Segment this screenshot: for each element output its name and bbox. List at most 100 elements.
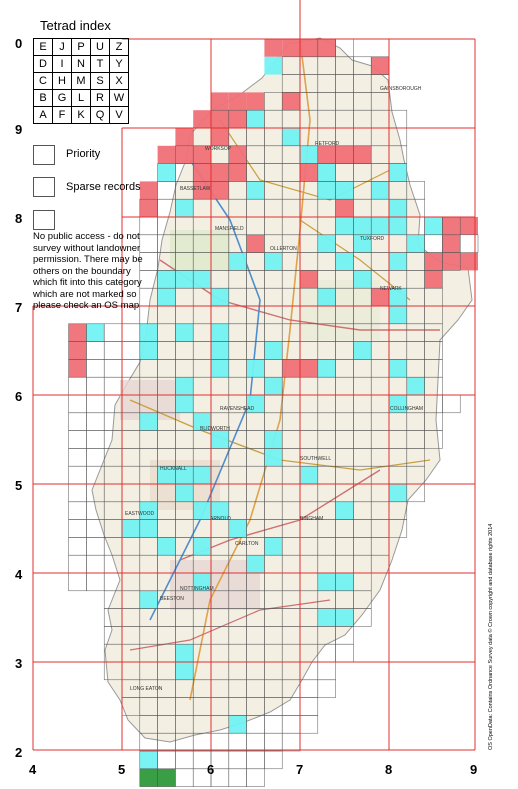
sparse-tetrad bbox=[353, 234, 372, 253]
place-label: RAVENSHEAD bbox=[220, 406, 254, 412]
tetrad-cell bbox=[68, 412, 87, 431]
sparse-tetrad bbox=[175, 377, 194, 395]
sparse-tetrad bbox=[86, 323, 105, 342]
tetrad-cell bbox=[121, 341, 141, 360]
tetrad-cell bbox=[68, 537, 87, 556]
y-axis-label: 8 bbox=[15, 211, 23, 226]
sparse-tetrad bbox=[353, 341, 372, 360]
sparse-tetrad bbox=[282, 128, 300, 146]
priority-tetrad bbox=[228, 92, 247, 111]
priority-tetrad bbox=[211, 110, 229, 128]
sparse-tetrad bbox=[193, 501, 211, 520]
terrain-patch bbox=[170, 560, 260, 610]
sparse-tetrad bbox=[175, 323, 194, 342]
priority-tetrad bbox=[317, 39, 336, 57]
sparse-tetrad bbox=[211, 430, 229, 449]
tetrad-cell bbox=[246, 732, 265, 752]
tetrad-cell bbox=[299, 715, 319, 734]
sparse-tetrad bbox=[193, 537, 211, 556]
tetrad-highlights bbox=[68, 39, 478, 787]
sparse-tetrad bbox=[139, 341, 158, 360]
sparse-tetrad bbox=[389, 395, 407, 413]
tetrad-cell: F bbox=[52, 106, 72, 124]
sparse-tetrad bbox=[139, 501, 158, 520]
sparse-tetrad bbox=[353, 217, 372, 235]
sparse-tetrad bbox=[157, 537, 176, 556]
sparse-tetrad bbox=[353, 270, 372, 289]
legend-title: Tetrad index bbox=[40, 18, 111, 33]
no-access-tetrad bbox=[157, 768, 176, 787]
place-label: NOTTINGHAM bbox=[180, 586, 214, 592]
tetrad-cell bbox=[86, 412, 105, 431]
sparse-tetrad bbox=[139, 751, 158, 769]
sparse-tetrad bbox=[211, 288, 229, 306]
tetrad-cell bbox=[442, 252, 461, 271]
priority-tetrad bbox=[139, 181, 158, 200]
tetrad-cell bbox=[86, 359, 105, 378]
sparse-tetrad bbox=[317, 288, 336, 306]
x-axis-label: 8 bbox=[385, 762, 393, 777]
sparse-tetrad bbox=[175, 662, 194, 680]
priority-tetrad bbox=[193, 110, 211, 128]
sparse-tetrad bbox=[193, 573, 211, 591]
tetrad-cell bbox=[246, 750, 265, 770]
sparse-tetrad bbox=[246, 110, 265, 128]
sparse-tetrad bbox=[335, 608, 354, 627]
tetrad-cell bbox=[281, 715, 301, 734]
priority-swatch bbox=[33, 145, 55, 165]
sparse-tetrad bbox=[406, 377, 425, 395]
tetrad-cell bbox=[68, 501, 87, 520]
place-labels: SOUTHWELL RETFORD NEWARK MANSFIELD NOTTINGHA… bbox=[125, 86, 423, 692]
sparse-tetrad bbox=[264, 341, 283, 360]
priority-tetrad bbox=[228, 110, 247, 128]
tetrad-cell bbox=[442, 394, 461, 414]
priority-tetrad bbox=[353, 145, 372, 164]
sparse-tetrad bbox=[406, 234, 425, 253]
no-access-swatch bbox=[33, 210, 55, 230]
priority-tetrad bbox=[228, 145, 247, 164]
tetrad-cell bbox=[86, 448, 105, 467]
tetrad-cell bbox=[103, 341, 123, 360]
tetrad-cell: T bbox=[90, 55, 110, 73]
tetrad-cell bbox=[86, 572, 105, 592]
sparse-tetrad bbox=[175, 199, 194, 217]
sparse-tetrad bbox=[175, 270, 194, 289]
place-label: COLLINGHAM bbox=[390, 406, 423, 412]
place-label: WORKSOP bbox=[205, 146, 232, 152]
tetrad-cell bbox=[121, 323, 141, 342]
tetrad-cell bbox=[86, 430, 105, 449]
sparse-label: Sparse records bbox=[66, 181, 141, 193]
x-axis-label: 9 bbox=[470, 762, 478, 777]
priority-tetrad bbox=[335, 199, 354, 217]
sparse-tetrad bbox=[371, 181, 389, 200]
tetrad-cell bbox=[103, 323, 123, 342]
tetrad-cell: C bbox=[33, 72, 53, 90]
sparse-tetrad bbox=[389, 252, 407, 271]
priority-tetrad bbox=[300, 359, 318, 378]
sparse-tetrad bbox=[228, 252, 247, 271]
priority-tetrad bbox=[282, 92, 300, 111]
tetrad-cell: B bbox=[33, 89, 53, 107]
sparse-tetrad bbox=[389, 217, 407, 235]
y-axis-label: 4 bbox=[15, 567, 23, 582]
sparse-tetrad bbox=[157, 270, 176, 289]
sparse-tetrad bbox=[211, 323, 229, 342]
priority-tetrad bbox=[175, 145, 194, 164]
tetrad-cell: L bbox=[71, 89, 91, 107]
sparse-tetrad bbox=[317, 181, 336, 200]
tetrad-cell bbox=[175, 750, 194, 770]
priority-tetrad bbox=[211, 128, 229, 146]
x-axis-label: 7 bbox=[296, 762, 304, 777]
priority-tetrad bbox=[264, 39, 283, 57]
sparse-tetrad bbox=[317, 573, 336, 591]
sparse-tetrad bbox=[228, 715, 247, 734]
priority-tetrad bbox=[460, 252, 478, 271]
sparse-tetrad bbox=[175, 466, 194, 484]
tetrad-cell: E bbox=[33, 38, 53, 56]
tetrad-cell bbox=[210, 732, 230, 752]
tetrad-cell bbox=[86, 537, 105, 556]
tetrad-cell bbox=[228, 732, 247, 752]
tetrad-cell bbox=[68, 376, 87, 396]
sparse-tetrad bbox=[157, 288, 176, 306]
